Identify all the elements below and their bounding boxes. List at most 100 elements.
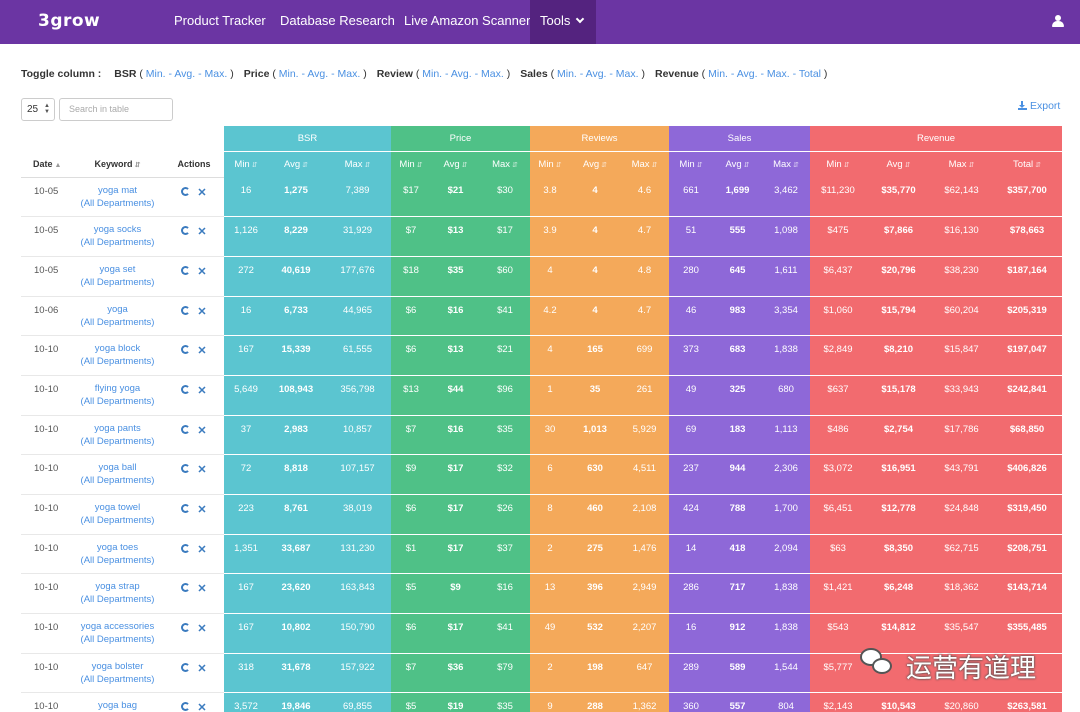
refresh-icon[interactable]	[181, 345, 191, 355]
close-icon[interactable]: ✕	[197, 504, 207, 516]
department-link[interactable]: (All Departments)	[80, 316, 155, 328]
keyword-link[interactable]: flying yoga	[94, 382, 141, 394]
close-icon[interactable]: ✕	[197, 662, 207, 675]
close-icon[interactable]: ✕	[197, 543, 207, 556]
refresh-icon[interactable]	[181, 305, 191, 315]
column-header-revenue-total[interactable]: Total ⇵	[992, 150, 1062, 177]
toggle-option[interactable]: Avg.	[736, 68, 758, 80]
keyword-link[interactable]: yoga pants	[94, 422, 141, 434]
close-icon[interactable]: ✕	[197, 305, 207, 318]
department-link[interactable]: (All Departments)	[80, 276, 155, 288]
column-header-price-avg[interactable]: Avg ⇵	[431, 150, 480, 177]
nav-live-amazon-scanner[interactable]: Live Amazon Scanner	[404, 13, 531, 28]
refresh-icon[interactable]	[181, 504, 191, 513]
department-link[interactable]: (All Departments)	[80, 554, 155, 566]
refresh-icon[interactable]	[181, 186, 191, 196]
department-link[interactable]: (All Departments)	[80, 395, 155, 407]
nav-product-tracker[interactable]: Product Tracker	[174, 13, 266, 28]
keyword-link[interactable]: yoga set	[99, 263, 136, 275]
close-icon[interactable]: ✕	[197, 265, 207, 278]
column-header-bsr-max[interactable]: Max ⇵	[324, 150, 391, 177]
toggle-option[interactable]: Avg.	[174, 68, 196, 80]
column-header-price-min[interactable]: Min ⇵	[391, 150, 431, 177]
column-header-bsr-avg[interactable]: Avg ⇵	[268, 150, 324, 177]
column-header-revenue-max[interactable]: Max ⇵	[931, 150, 992, 177]
toggle-option[interactable]: Avg.	[450, 68, 472, 80]
nav-database-research[interactable]: Database Research	[280, 13, 395, 28]
nav-tools-dropdown[interactable]: Tools	[530, 0, 596, 44]
refresh-icon[interactable]	[181, 384, 191, 394]
search-input[interactable]: Search in table	[59, 98, 173, 121]
page-size-select[interactable]: 25 ▲ ▼	[21, 98, 55, 121]
toggle-option[interactable]: Max.	[337, 68, 361, 80]
toggle-option[interactable]: Max.	[615, 68, 639, 80]
toggle-option[interactable]: Max.	[481, 68, 504, 80]
refresh-icon[interactable]	[181, 662, 191, 672]
close-icon[interactable]: ✕	[197, 623, 207, 636]
column-header-revenue-avg[interactable]: Avg ⇵	[866, 150, 931, 177]
keyword-link[interactable]: yoga mat	[97, 184, 138, 196]
toggle-option[interactable]: Min.	[557, 68, 577, 80]
toggle-option[interactable]: Min.	[422, 68, 443, 80]
department-link[interactable]: (All Departments)	[80, 475, 155, 487]
department-link[interactable]: (All Departments)	[80, 673, 155, 685]
refresh-icon[interactable]	[181, 265, 191, 275]
refresh-icon[interactable]	[181, 583, 191, 593]
refresh-icon[interactable]	[181, 226, 191, 236]
value-cell: 4.2	[530, 296, 570, 337]
refresh-icon[interactable]	[181, 623, 191, 633]
keyword-link[interactable]: yoga block	[94, 343, 141, 355]
column-header-date[interactable]: Date ▲	[21, 151, 71, 178]
toggle-option[interactable]: Avg.	[585, 68, 607, 80]
close-icon[interactable]: ✕	[197, 583, 207, 596]
department-link[interactable]: (All Departments)	[80, 237, 155, 249]
logo[interactable]: 3grow	[38, 11, 101, 31]
toggle-option[interactable]: Max.	[766, 68, 790, 80]
toggle-option[interactable]: Min.	[145, 68, 166, 80]
close-icon[interactable]: ✕	[197, 424, 207, 437]
refresh-icon[interactable]	[181, 464, 191, 474]
column-header-revenue-min[interactable]: Min ⇵	[810, 150, 866, 177]
keyword-link[interactable]: yoga bolster	[91, 660, 144, 672]
refresh-icon[interactable]	[181, 424, 191, 434]
column-header-sales-max[interactable]: Max ⇵	[762, 150, 810, 177]
close-icon[interactable]: ✕	[197, 464, 207, 477]
keyword-link[interactable]: yoga toes	[96, 541, 139, 553]
export-button[interactable]: Export	[1018, 100, 1060, 112]
keyword-link[interactable]: yoga strap	[95, 581, 140, 593]
department-link[interactable]: (All Departments)	[80, 356, 155, 368]
toggle-option[interactable]: Max.	[204, 68, 228, 80]
close-icon[interactable]: ✕	[197, 384, 207, 397]
toggle-option[interactable]: Min.	[708, 68, 728, 80]
column-header-bsr-min[interactable]: Min ⇵	[224, 150, 268, 177]
close-icon[interactable]: ✕	[197, 702, 207, 712]
close-icon[interactable]: ✕	[197, 226, 207, 239]
column-header-reviews-max[interactable]: Max ⇵	[620, 150, 669, 177]
keyword-link[interactable]: yoga socks	[93, 224, 142, 236]
keyword-link[interactable]: yoga accessories	[80, 621, 155, 633]
column-header-sales-min[interactable]: Min ⇵	[669, 150, 713, 177]
department-link[interactable]: (All Departments)	[80, 515, 155, 526]
user-icon[interactable]	[1052, 15, 1064, 28]
keyword-link[interactable]: yoga	[107, 303, 128, 315]
department-link[interactable]: (All Departments)	[80, 634, 155, 646]
refresh-icon[interactable]	[181, 702, 191, 712]
refresh-icon[interactable]	[181, 543, 191, 553]
column-header-price-max[interactable]: Max ⇵	[480, 150, 530, 177]
column-header-reviews-avg[interactable]: Avg ⇵	[570, 150, 620, 177]
column-header-reviews-min[interactable]: Min ⇵	[530, 150, 570, 177]
keyword-link[interactable]: yoga bag	[97, 700, 138, 712]
toggle-option[interactable]: Avg.	[307, 68, 329, 80]
close-icon[interactable]: ✕	[197, 345, 207, 358]
keyword-link[interactable]: yoga towel	[94, 502, 141, 513]
table-row: 10-05 yoga set (All Departments) ✕ 272 40,619…	[21, 256, 1062, 297]
keyword-link[interactable]: yoga ball	[98, 462, 137, 474]
toggle-option[interactable]: Min.	[278, 68, 299, 80]
close-icon[interactable]: ✕	[197, 186, 207, 199]
toggle-option[interactable]: Total	[798, 68, 821, 80]
department-link[interactable]: (All Departments)	[80, 197, 155, 209]
department-link[interactable]: (All Departments)	[80, 435, 155, 447]
column-header-sales-avg[interactable]: Avg ⇵	[713, 150, 762, 177]
column-header-keyword[interactable]: Keyword ⇵	[71, 151, 164, 178]
department-link[interactable]: (All Departments)	[80, 594, 155, 606]
